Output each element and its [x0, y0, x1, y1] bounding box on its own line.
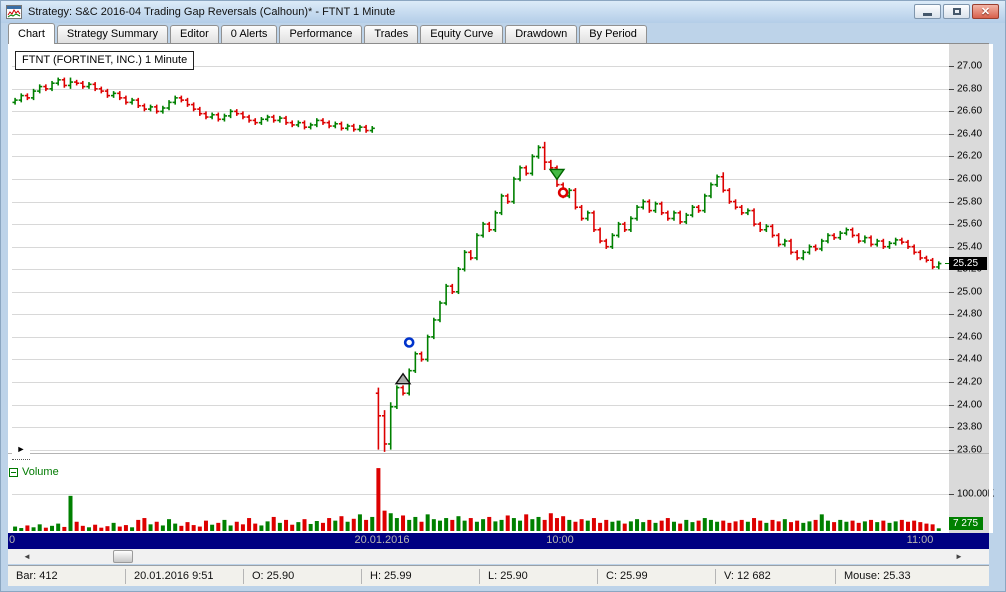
scroll-left-icon[interactable]: ◄ [23, 552, 31, 561]
minimize-button[interactable] [914, 4, 941, 19]
volume-legend: Volume [9, 466, 59, 478]
close-button[interactable]: ✕ [972, 4, 999, 19]
volume-axis-label: 100.00K [957, 488, 995, 500]
instrument-label: FTNT (FORTINET, INC.) 1 Minute [15, 51, 195, 70]
price-tick-label: 26.80 [957, 83, 983, 95]
price-tick [949, 134, 954, 135]
exit-marker [557, 187, 569, 198]
restore-icon [952, 8, 961, 15]
tab-trades[interactable]: Trades [364, 25, 419, 43]
horizontal-scrollbar[interactable]: ◄ ► [8, 549, 989, 564]
volume-label: Volume [22, 466, 59, 478]
price-tick-label: 25.60 [957, 218, 983, 230]
status-field-bar: Bar: 412 [8, 568, 126, 584]
price-tick [949, 179, 954, 180]
price-tick-label: 25.00 [957, 286, 983, 298]
price-tick [949, 405, 954, 406]
scrollbar-thumb[interactable] [113, 550, 133, 563]
last-price-tag: 25.25 [945, 257, 987, 271]
price-tick [949, 247, 954, 248]
chart-plot-area[interactable]: FTNT (FORTINET, INC.) 1 Minute [8, 44, 949, 533]
price-tick-label: 24.00 [957, 399, 983, 411]
price-tick [949, 450, 954, 451]
status-field-v: V: 12 682 [716, 568, 836, 584]
price-tick-label: 26.00 [957, 173, 983, 185]
restore-button[interactable] [943, 4, 970, 19]
tab-by-period[interactable]: By Period [579, 25, 647, 43]
price-tick [949, 224, 954, 225]
price-tick [949, 314, 954, 315]
status-field-o: O: 25.90 [244, 568, 362, 584]
price-tick-label: 24.80 [957, 308, 983, 320]
price-tick [949, 382, 954, 383]
price-tick-label: 23.60 [957, 444, 983, 456]
tab-editor[interactable]: Editor [170, 25, 219, 43]
minimize-icon [923, 13, 932, 16]
price-tick-label: 24.20 [957, 376, 983, 388]
status-field-l: L: 25.90 [480, 568, 598, 584]
price-tick [949, 359, 954, 360]
status-field-c: C: 25.99 [598, 568, 716, 584]
axis-right-gap [989, 44, 993, 533]
tab-bar: Chart Strategy Summary Editor 0 Alerts Perfo… [8, 23, 989, 44]
tab-performance[interactable]: Performance [279, 25, 363, 43]
tab-0-alerts[interactable]: 0 Alerts [220, 25, 278, 43]
last-volume-tag: 7 275 [949, 517, 983, 530]
status-field-mouse: Mouse: 25.33 [844, 569, 911, 582]
price-tick [949, 89, 954, 90]
collapse-icon[interactable] [9, 467, 18, 477]
price-tick [949, 427, 954, 428]
buy-signal-marker [394, 372, 412, 385]
status-field-20.01.2016-9: 20.01.2016 9:51 [126, 568, 244, 584]
price-tick-label: 27.00 [957, 60, 983, 72]
status-field-h: H: 25.99 [362, 568, 480, 584]
price-tick-label: 26.40 [957, 128, 983, 140]
price-volume-chart[interactable] [8, 44, 949, 533]
tab-strategy-summary[interactable]: Strategy Summary [56, 25, 168, 43]
title-bar[interactable]: Strategy: S&C 2016-04 Trading Gap Revers… [1, 1, 1005, 23]
price-tick-label: 25.40 [957, 241, 983, 253]
app-chart-icon [6, 5, 22, 19]
price-tick-label: 23.80 [957, 421, 983, 433]
time-axis-label: 10:00 [546, 534, 574, 546]
time-axis-label: 20.01.2016 [354, 534, 410, 546]
price-tick-label: 26.60 [957, 105, 983, 117]
tab-drawdown[interactable]: Drawdown [505, 25, 578, 43]
price-tick [949, 156, 954, 157]
price-tick [949, 292, 954, 293]
price-tick [949, 337, 954, 338]
tab-equity-curve[interactable]: Equity Curve [420, 25, 504, 43]
status-bar: Bar: 412 20.01.2016 9:51 O: 25.90 H: 25.99 L… [8, 565, 989, 586]
pane-splitter-handle[interactable]: ► [12, 444, 30, 460]
price-axis: 27.00 26.80 26.60 26.40 26.20 26.00 25.80 25.60… [945, 44, 994, 533]
price-tick-label: 25.80 [957, 196, 983, 208]
price-tick-label: 24.40 [957, 353, 983, 365]
volume-tick [949, 494, 954, 495]
price-tick [949, 66, 954, 67]
price-tick [949, 202, 954, 203]
time-axis-label: 11:00 [906, 534, 934, 546]
pane-divider[interactable] [8, 453, 989, 454]
tab-chart[interactable]: Chart [8, 23, 55, 44]
window-title: Strategy: S&C 2016-04 Trading Gap Revers… [28, 6, 396, 18]
sell-signal-marker [548, 168, 566, 181]
long-entry-marker [403, 337, 415, 348]
price-tick [949, 111, 954, 112]
price-tick-label: 26.20 [957, 150, 983, 162]
price-tick-label: 24.60 [957, 331, 983, 343]
time-axis-label: 0 [9, 534, 16, 546]
scroll-right-icon[interactable]: ► [955, 552, 963, 561]
time-axis: 0 20.01.2016 10:00 11:00 [8, 533, 989, 549]
close-icon: ✕ [980, 5, 991, 18]
